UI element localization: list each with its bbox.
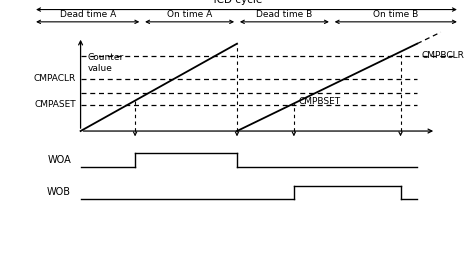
Text: WOB: WOB <box>47 188 71 197</box>
Text: Dead time B: Dead time B <box>256 10 312 19</box>
Text: CMPBSET: CMPBSET <box>299 97 341 106</box>
Text: WOA: WOA <box>47 155 71 165</box>
Text: CMPACLR: CMPACLR <box>34 74 76 83</box>
Text: Dead time A: Dead time A <box>60 10 116 19</box>
Text: Counter
value: Counter value <box>88 53 124 73</box>
Text: CMPBCLR: CMPBCLR <box>422 51 465 60</box>
Text: On time A: On time A <box>167 10 212 19</box>
Text: CMPASET: CMPASET <box>34 100 76 109</box>
Text: TCD cycle: TCD cycle <box>211 0 263 5</box>
Text: On time B: On time B <box>373 10 419 19</box>
